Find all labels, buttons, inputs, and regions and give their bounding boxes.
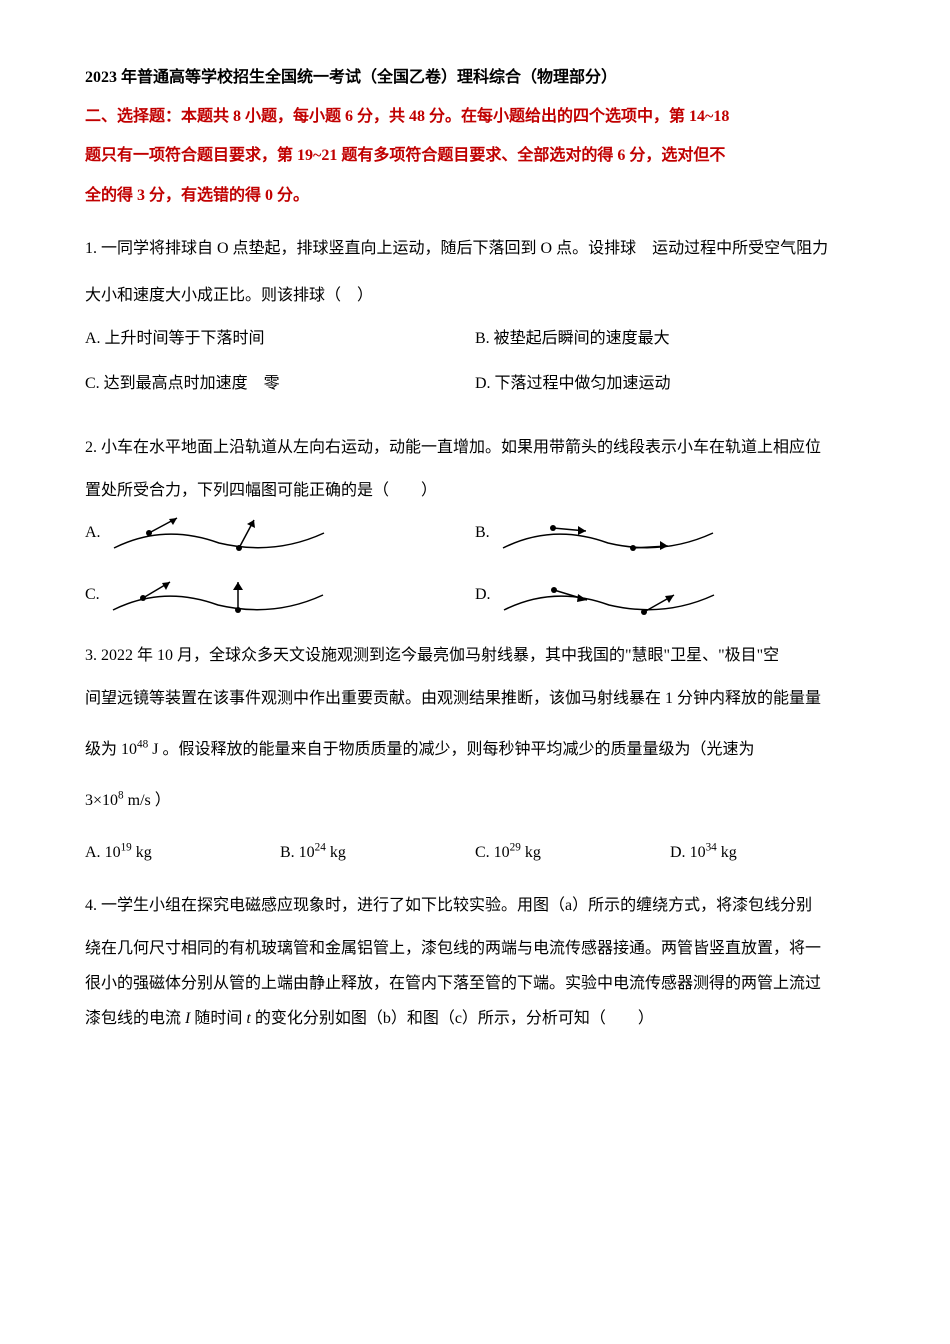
section-instruction-3: 全的得 3 分，有选错的得 0 分。 <box>85 178 865 213</box>
q3-speed-formula: 3×108 m/s <box>85 792 151 809</box>
q2-stem-line1: 2. 小车在水平地面上沿轨道从左向右运动，动能一直增加。如果用带箭头的线段表示小… <box>85 430 865 465</box>
section-instruction-2: 题只有一项符合题目要求，第 19~21 题有多项符合题目要求、全部选对的得 6 … <box>85 138 865 173</box>
q2-option-c-container: C. <box>85 570 475 620</box>
q1-option-b: B. 被垫起后瞬间的速度最大 <box>475 321 865 356</box>
q2-stem-line2: 置处所受合力，下列四幅图可能正确的是（ ） <box>85 473 865 508</box>
q1-option-a: A. 上升时间等于下落时间 <box>85 321 475 356</box>
exam-title: 2023 年普通高等学校招生全国统一考试（全国乙卷）理科综合（物理部分） <box>85 60 865 95</box>
q2-option-a-container: A. <box>85 508 475 558</box>
q3-option-c: C. 1029 kg <box>475 835 670 870</box>
q2-label-c: C. <box>85 577 100 612</box>
q3-stem3-post: 。假设释放的能量来自于物质质量的减少，则每秒钟平均减少的质量量级为（光速为 <box>162 741 754 758</box>
q3-stem-line4: 3×108 m/s ） <box>85 783 865 818</box>
q1-stem-line1: 1. 一同学将排球自 O 点垫起，排球竖直向上运动，随后下落回到 O 点。设排球… <box>85 231 865 266</box>
q2-diagram-b <box>498 508 718 558</box>
q3-option-d: D. 1034 kg <box>670 835 865 870</box>
q3-option-a: A. 1019 kg <box>85 835 280 870</box>
q1-stem-line2: 大小和速度大小成正比。则该排球（ ） <box>85 278 865 313</box>
q2-option-b-container: B. <box>475 508 865 558</box>
q3-stem-line1: 3. 2022 年 10 月，全球众多天文设施观测到迄今最亮伽马射线暴，其中我国… <box>85 638 865 673</box>
q4-stem-line2: 绕在几何尺寸相同的有机玻璃管和金属铝管上，漆包线的两端与电流传感器接通。两管皆竖… <box>85 931 865 966</box>
section-instruction-1: 二、选择题：本题共 8 小题，每小题 6 分，共 48 分。在每小题给出的四个选… <box>85 99 865 134</box>
q2-label-b: B. <box>475 515 490 550</box>
q2-diagram-row-1: A. B. <box>85 508 865 558</box>
q2-diagram-c <box>108 570 328 620</box>
q2-label-a: A. <box>85 515 101 550</box>
q4-stem-line4: 漆包线的电流 I 随时间 t 的变化分别如图（b）和图（c）所示，分析可知（ ） <box>85 1001 865 1036</box>
q3-stem-line3: 级为 1048 J 。假设释放的能量来自于物质质量的减少，则每秒钟平均减少的质量… <box>85 732 865 767</box>
q2-diagram-d <box>499 570 719 620</box>
q3-stem3-pre: 级为 <box>85 741 117 758</box>
q2-label-d: D. <box>475 577 491 612</box>
q3-option-b: B. 1024 kg <box>280 835 475 870</box>
q4-stem-line3: 很小的强磁体分别从管的上端由静止释放，在管内下落至管的下端。实验中电流传感器测得… <box>85 966 865 1001</box>
q3-stem-line2: 间望远镜等装置在该事件观测中作出重要贡献。由观测结果推断，该伽马射线暴在 1 分… <box>85 681 865 716</box>
q1-options: A. 上升时间等于下落时间 B. 被垫起后瞬间的速度最大 C. 达到最高点时加速… <box>85 321 865 411</box>
q3-energy-formula: 1048 J <box>121 741 158 758</box>
q3-options: A. 1019 kg B. 1024 kg C. 1029 kg D. 1034… <box>85 835 865 870</box>
q3-stem4-post: ） <box>155 792 171 809</box>
q2-diagram-a <box>109 508 329 558</box>
q2-diagram-row-2: C. D. <box>85 570 865 620</box>
q1-option-c: C. 达到最高点时加速度 零 <box>85 366 475 401</box>
q1-option-d: D. 下落过程中做匀加速运动 <box>475 366 865 401</box>
q4-stem-line1: 4. 一学生小组在探究电磁感应现象时，进行了如下比较实验。用图（a）所示的缠绕方… <box>85 888 865 923</box>
q2-option-d-container: D. <box>475 570 865 620</box>
